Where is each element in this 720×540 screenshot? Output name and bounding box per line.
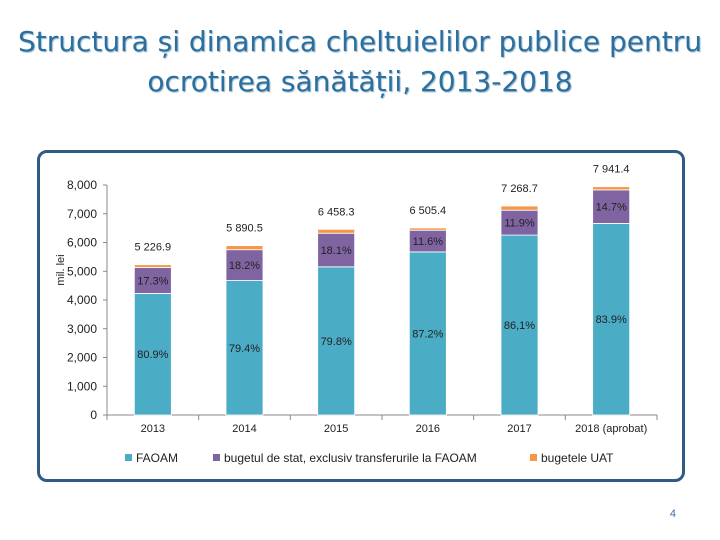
y-tick-label: 1,000 bbox=[67, 379, 97, 393]
data-label: 18.2% bbox=[229, 260, 260, 272]
data-label: 87.2% bbox=[412, 328, 443, 340]
y-tick-label: 6,000 bbox=[67, 236, 97, 250]
bar-segment bbox=[500, 209, 539, 236]
total-label: 7 941.4 bbox=[593, 164, 630, 176]
total-label: 5 890.5 bbox=[226, 223, 263, 235]
y-tick-label: 8,000 bbox=[67, 178, 97, 192]
bar-segment bbox=[225, 245, 264, 251]
bar-segment bbox=[317, 228, 356, 234]
legend-swatch bbox=[530, 454, 537, 461]
data-label: 79.4% bbox=[229, 343, 260, 355]
bar-segment bbox=[592, 223, 631, 416]
data-label: 11.6% bbox=[413, 236, 444, 248]
x-tick-label: 2013 bbox=[141, 423, 165, 435]
y-axis-label: mil. lei bbox=[55, 254, 67, 285]
total-label: 6 458.3 bbox=[318, 206, 355, 218]
bar-segment bbox=[133, 293, 172, 416]
bar-segment bbox=[500, 234, 539, 416]
bar-segment bbox=[592, 186, 631, 191]
x-tick-label: 2016 bbox=[416, 423, 440, 435]
bar-segment bbox=[500, 205, 539, 211]
y-tick-label: 3,000 bbox=[67, 322, 97, 336]
x-tick-label: 2017 bbox=[507, 423, 531, 435]
bar-segment bbox=[408, 251, 447, 416]
x-tick-label: 2018 (aprobat) bbox=[575, 423, 647, 435]
legend-label: FAOAM bbox=[136, 451, 178, 465]
page-number: 4 bbox=[669, 508, 676, 520]
y-tick-label: 2,000 bbox=[67, 351, 97, 365]
x-tick-label: 2015 bbox=[324, 423, 348, 435]
bar-segment bbox=[408, 227, 447, 231]
legend-swatch bbox=[213, 454, 220, 461]
bar-segment bbox=[317, 232, 356, 268]
legend-label: bugetul de stat, exclusiv transferurile … bbox=[224, 451, 477, 465]
legend-swatch bbox=[125, 454, 132, 461]
data-label: 14.7% bbox=[596, 202, 627, 214]
total-label: 6 505.4 bbox=[409, 205, 446, 217]
y-tick-label: 0 bbox=[90, 408, 97, 422]
data-label: 83.9% bbox=[596, 314, 627, 326]
bar-segment bbox=[133, 264, 172, 268]
x-tick-label: 2014 bbox=[232, 423, 256, 435]
y-tick-label: 7,000 bbox=[67, 207, 97, 221]
total-label: 5 226.9 bbox=[134, 242, 171, 254]
bar-segment bbox=[317, 266, 356, 416]
page-title: Structura și dinamica cheltuielilor publ… bbox=[17, 25, 703, 98]
data-label: 11.9% bbox=[504, 218, 535, 230]
y-tick-label: 4,000 bbox=[67, 293, 97, 307]
data-label: 79.8% bbox=[321, 336, 352, 348]
y-tick-label: 5,000 bbox=[67, 264, 97, 278]
data-label: 80.9% bbox=[137, 349, 168, 361]
data-label: 18.1% bbox=[321, 245, 352, 257]
total-label: 7 268.7 bbox=[501, 183, 538, 195]
bar-segment bbox=[592, 189, 631, 224]
data-label: 86,1% bbox=[504, 320, 535, 332]
data-label: 17.3% bbox=[137, 275, 168, 287]
legend-label: bugetele UAT bbox=[541, 451, 614, 465]
